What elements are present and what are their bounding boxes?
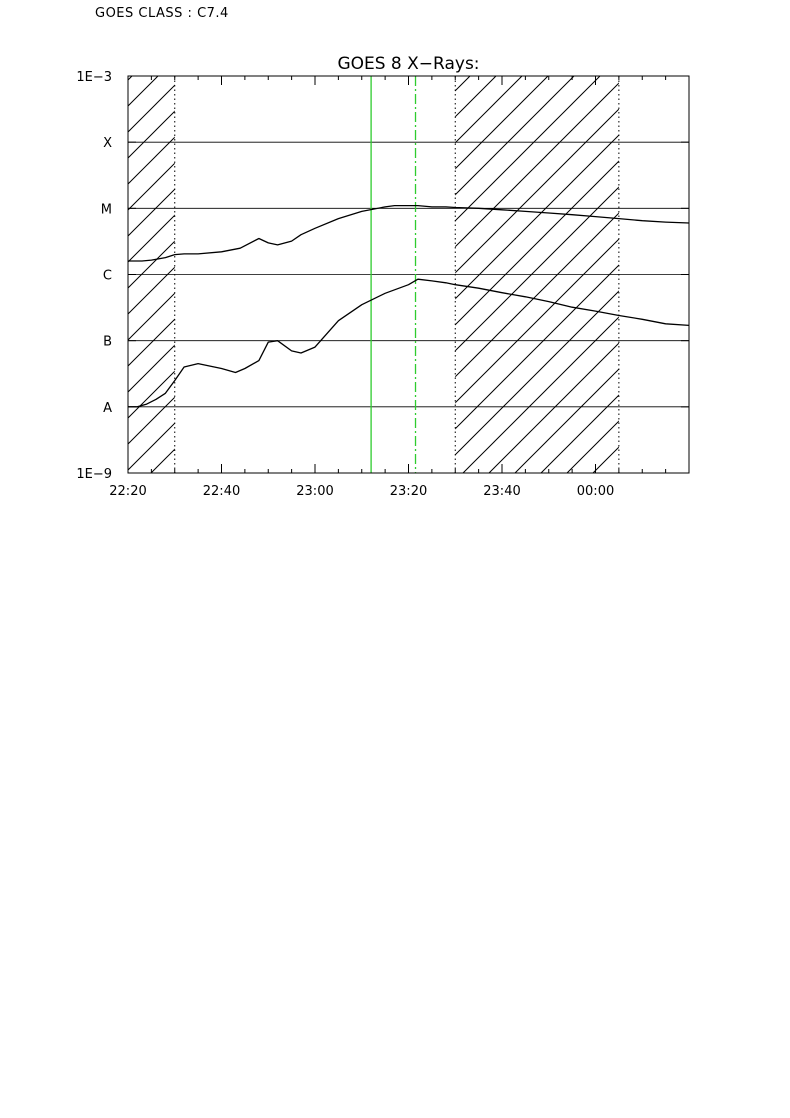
y-tick-label: C — [103, 269, 112, 284]
y-tick-label: A — [103, 401, 112, 416]
goes-class-label: GOES CLASS : C7.4 — [95, 6, 229, 21]
x-tick-label: 22:40 — [203, 484, 240, 499]
chart-title: GOES 8 X−Rays: — [337, 54, 479, 74]
xray-flux-series-2 — [128, 278, 689, 408]
xray-flux-series-1 — [128, 204, 689, 262]
x-tick-label: 22:20 — [109, 484, 146, 499]
x-tick-label: 23:00 — [296, 484, 333, 499]
x-tick-label: 23:40 — [483, 484, 520, 499]
x-tick-label: 00:00 — [577, 484, 614, 499]
y-tick-label: 1E−3 — [76, 70, 112, 85]
y-tick-label: B — [103, 335, 112, 350]
y-tick-label: 1E−9 — [76, 467, 112, 482]
y-tick-label: M — [101, 202, 112, 217]
y-tick-label: X — [103, 136, 112, 151]
x-tick-label: 23:20 — [390, 484, 427, 499]
